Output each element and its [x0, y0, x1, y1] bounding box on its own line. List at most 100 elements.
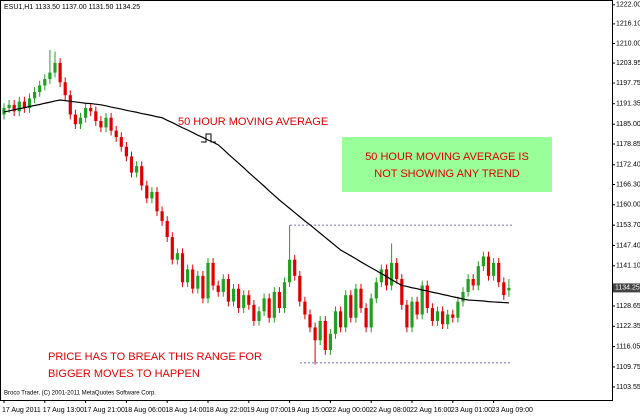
candle-body [420, 285, 424, 315]
x-tick-label: 17 Aug 13:00 [43, 407, 84, 414]
candle-body [180, 253, 185, 283]
candle-body [175, 253, 179, 260]
candle-body [53, 62, 57, 73]
candle-body [435, 311, 440, 321]
candle-body [471, 279, 475, 286]
candle-body [502, 282, 506, 296]
y-tick-label: 1197.75 [616, 80, 640, 87]
candle-body [344, 295, 348, 328]
candle-body [135, 166, 139, 173]
candle-body [104, 117, 108, 128]
y-tick-label: 1222.00 [616, 2, 640, 9]
candle-body [2, 108, 6, 115]
annotation: NOT SHOWING ANY TREND [374, 168, 520, 180]
x-tick-label: 17 Aug 2011 [2, 407, 41, 414]
price-marker [613, 283, 640, 293]
x-tick-label: 17 Aug 21:00 [84, 407, 125, 414]
y-tick-label: 1203.95 [616, 60, 640, 67]
candle-body [247, 295, 251, 305]
candle-body [303, 301, 307, 315]
candle-body [99, 120, 103, 128]
candle-body [288, 259, 292, 283]
candle-body [339, 311, 343, 328]
candle-body [211, 262, 215, 286]
y-tick-label: 1153.70 [616, 222, 640, 229]
candle-body [78, 117, 83, 125]
candle-body [231, 288, 236, 302]
symbol-header: ESU1,H1 1133.50 1137.00 1131.50 1134.25 [4, 4, 140, 11]
annotation: 50 HOUR MOVING AVERAGE [178, 116, 328, 128]
candle-body [94, 111, 98, 121]
candle-body [114, 130, 118, 138]
y-tick-label: 1109.75 [616, 364, 640, 371]
candle-body [242, 295, 246, 309]
candle-body [486, 256, 491, 276]
candle-body [140, 166, 144, 186]
plot-frame [0, 0, 613, 401]
candle-body [492, 262, 496, 276]
candle-body [293, 259, 297, 276]
candle-body [237, 288, 241, 309]
candle-body [33, 91, 37, 99]
candle-body [73, 114, 77, 125]
candle-body [425, 285, 429, 309]
candle-body [191, 269, 195, 289]
candle-body [206, 262, 210, 299]
y-tick-label: 1103.55 [616, 384, 640, 391]
candle-body [186, 269, 190, 283]
y-tick-label: 1160.00 [616, 202, 640, 209]
candle-body [384, 269, 389, 286]
candle-body [155, 191, 159, 212]
candle-body [328, 333, 332, 350]
y-tick-label: 1128.65 [616, 303, 640, 310]
candle-body [216, 285, 220, 292]
candle-body [84, 108, 88, 118]
candle-body [262, 298, 266, 312]
candle-body [196, 275, 200, 289]
candle-body [89, 108, 93, 112]
candle-body [109, 117, 113, 131]
candle-body [124, 146, 128, 157]
candle-body [63, 82, 67, 96]
candle-body [38, 85, 42, 92]
candle-body [267, 298, 271, 318]
candle-body [272, 291, 276, 318]
candle-body [405, 304, 409, 328]
x-tick-label: 22 Aug 16:00 [410, 407, 451, 414]
candle-body [461, 291, 465, 302]
candle-body [410, 301, 414, 328]
candle-body [374, 282, 378, 299]
y-tick-label: 1172.40 [616, 162, 640, 169]
x-tick-label: 22 Aug 00:00 [328, 407, 369, 414]
note-box [342, 137, 552, 192]
y-tick-label: 1178.85 [616, 141, 640, 148]
candle-body [58, 62, 62, 83]
candle-body [298, 275, 302, 302]
candle-body [252, 304, 256, 321]
x-tick-label: 18 Aug 06:00 [124, 407, 165, 414]
price-label: 1134.25 [615, 285, 640, 292]
candle-body [364, 308, 368, 328]
x-tick-label: 19 Aug 07:00 [247, 407, 288, 414]
candle-body [160, 211, 164, 221]
candle-body [308, 314, 312, 328]
candle-body [277, 291, 281, 309]
annotation: BIGGER MOVES TO HAPPEN [48, 368, 200, 380]
candle-body [22, 101, 26, 109]
candle-body [318, 320, 322, 341]
copyright: Broco Trader, (C) 2001-2011 MetaQuotes S… [4, 391, 156, 397]
x-tick-label: 23 Aug 09:00 [492, 407, 533, 414]
y-tick-label: 1216.10 [616, 21, 640, 28]
candle-body [12, 104, 16, 112]
x-tick-label: 18 Aug 14:00 [165, 407, 206, 414]
candle-body [441, 311, 445, 325]
candle-body [476, 266, 480, 286]
candle-body [446, 314, 450, 325]
y-tick-label: 1191.35 [616, 101, 640, 108]
candle-body [48, 72, 52, 80]
y-tick-label: 1210.00 [616, 40, 640, 47]
annotation: 50 HOUR MOVING AVERAGE IS [365, 151, 529, 163]
candle-body [349, 295, 353, 318]
candle-body [7, 104, 11, 109]
